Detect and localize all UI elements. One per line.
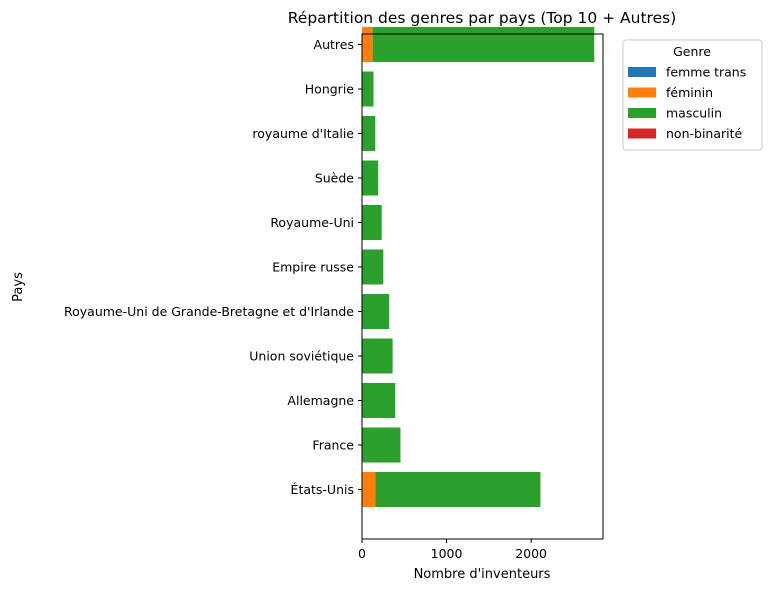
bar-royaume-d-italie-masculin [362,116,376,151]
y-tick-label: Autres [314,37,354,52]
x-axis-ticks: 0 1000 2000 [358,539,547,561]
y-axis-ticks: États-Unis France Allemagne Union soviétiqu… [64,37,362,497]
bar-france-masculin [362,427,401,463]
legend-frame [622,39,763,151]
x-tick-label: 0 [358,546,366,561]
legend-swatch-non-binarite [628,128,656,139]
y-axis-label: Pays [11,272,26,302]
legend-swatch-feminin [628,87,656,98]
bar-royaume-uni-de-grande-bretagne-et-d-irlande-masculin [362,294,390,329]
y-tick-label: France [312,438,354,453]
bar-empire-russe-masculin [362,249,384,285]
bar-suede-masculin [362,160,379,196]
bar-royaume-uni-masculin [362,205,382,240]
legend-label-masculin: masculin [666,106,722,121]
y-tick-label: Union soviétique [249,349,354,364]
y-tick-label: Empire russe [272,260,354,275]
bar-etats-unis-masculin [375,472,541,507]
bar-autres-feminin [362,27,373,62]
y-tick-label: Allemagne [287,393,354,408]
legend-label-non-binarite: non-binarité [666,126,743,141]
bar-hongrie-masculin [362,71,374,107]
y-tick-label: Suède [315,171,354,186]
y-tick-label: Hongrie [305,82,355,97]
x-tick-label: 1000 [431,546,463,561]
legend-title: Genre [673,44,711,59]
bar-autres-masculin [372,27,595,62]
legend-swatch-masculin [628,108,656,118]
legend-swatch-femme-trans [628,67,656,77]
y-tick-label: royaume d'Italie [252,126,354,141]
bar-union-sovietique-masculin [362,338,393,374]
bar-allemagne-masculin [362,383,396,418]
legend-label-femme-trans: femme trans [666,65,746,80]
legend: Genre femme trans féminin masculin non-bina… [622,39,763,151]
bars [362,27,595,507]
x-tick-label: 2000 [515,546,547,561]
y-tick-label: États-Unis [291,482,354,497]
y-tick-label: Royaume-Uni [270,215,354,230]
bar-etats-unis-feminin [362,472,376,507]
plot-frame [361,33,604,540]
chart-title: Répartition des genres par pays (Top 10 … [288,9,677,27]
legend-label-feminin: féminin [666,85,713,100]
x-axis-label: Nombre d'inventeurs [414,567,551,582]
y-tick-label: Royaume-Uni de Grande-Bretagne et d'Irla… [64,304,354,319]
